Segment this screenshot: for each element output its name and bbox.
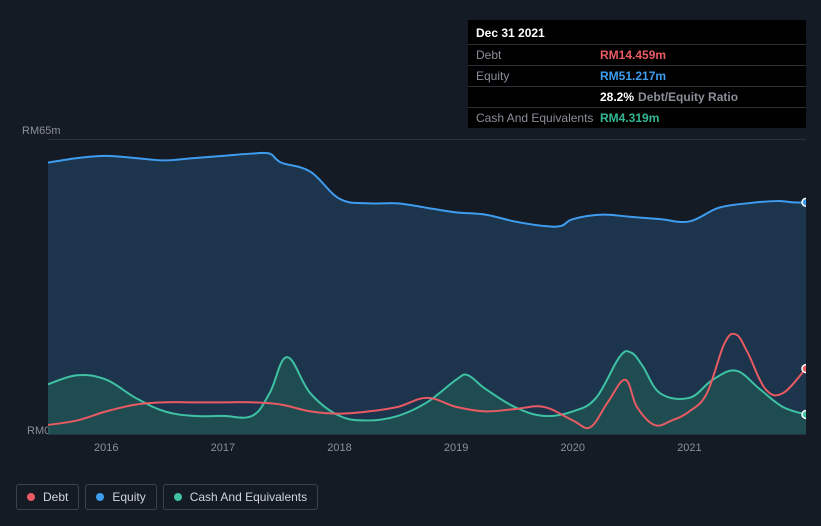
equity-area: [48, 153, 806, 434]
plot-area: [48, 139, 806, 435]
tooltip-label: Cash And Equivalents: [476, 111, 600, 125]
x-tick: 2017: [211, 442, 235, 454]
legend-dot: [27, 493, 35, 501]
legend-item-cash-and-equivalents[interactable]: Cash And Equivalents: [163, 484, 318, 510]
legend-item-equity[interactable]: Equity: [85, 484, 156, 510]
tooltip-value: RM51.217m: [600, 69, 666, 83]
x-tick: 2019: [444, 442, 468, 454]
legend-label: Equity: [112, 490, 145, 504]
x-tick: 2018: [327, 442, 351, 454]
x-axis: 2016 2017 2018 2019 2020 2021: [48, 440, 806, 460]
legend: Debt Equity Cash And Equivalents: [16, 484, 318, 510]
tooltip-row: Cash And EquivalentsRM4.319m: [468, 107, 806, 128]
tooltip-value: 28.2%Debt/Equity Ratio: [600, 90, 738, 104]
x-tick: 2020: [561, 442, 585, 454]
tooltip-value: RM4.319m: [600, 111, 659, 125]
legend-label: Debt: [43, 490, 68, 504]
x-tick: 2021: [677, 442, 701, 454]
legend-item-debt[interactable]: Debt: [16, 484, 79, 510]
x-tick: 2016: [94, 442, 118, 454]
tooltip-label: [476, 90, 600, 104]
legend-label: Cash And Equivalents: [190, 490, 307, 504]
tooltip-date: Dec 31 2021: [468, 20, 806, 44]
legend-dot: [96, 493, 104, 501]
tooltip-label: Equity: [476, 69, 600, 83]
tooltip-row: 28.2%Debt/Equity Ratio: [468, 86, 806, 107]
tooltip-panel: Dec 31 2021 DebtRM14.459mEquityRM51.217m…: [468, 20, 806, 128]
tooltip-label: Debt: [476, 48, 600, 62]
cash-marker: [802, 410, 806, 418]
debt-marker: [802, 365, 806, 373]
tooltip-row: DebtRM14.459m: [468, 44, 806, 65]
legend-dot: [174, 493, 182, 501]
y-axis-min: RM0: [27, 425, 50, 437]
equity-marker: [802, 198, 806, 206]
y-axis-max: RM65m: [22, 125, 61, 137]
tooltip-row: EquityRM51.217m: [468, 65, 806, 86]
tooltip-value: RM14.459m: [600, 48, 666, 62]
